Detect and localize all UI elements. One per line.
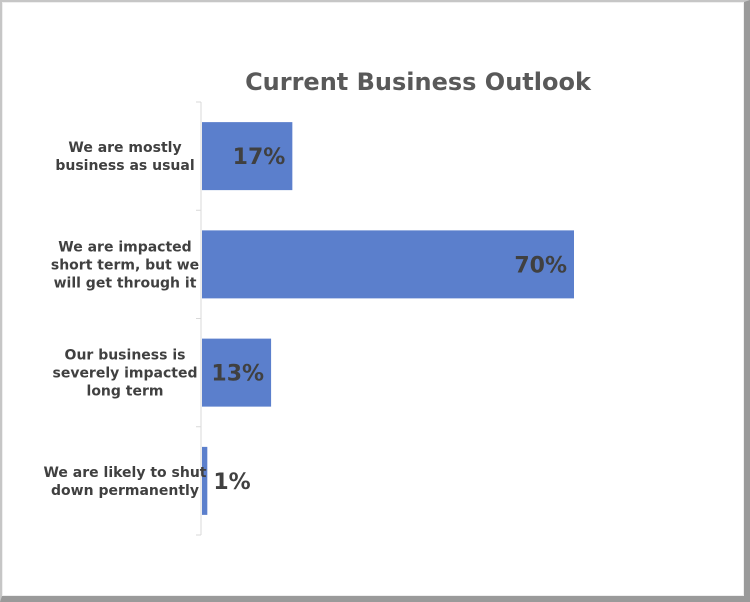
data-label: 70% [514, 253, 567, 278]
chart-title: Current Business Outlook [245, 68, 591, 96]
data-label: 1% [213, 470, 250, 495]
category-label: severely impacted [52, 366, 197, 382]
category-label: We are likely to shut [43, 465, 206, 481]
bar [202, 446, 208, 515]
category-label: business as usual [55, 158, 194, 174]
data-label: 17% [233, 145, 286, 170]
category-label: long term [87, 384, 164, 400]
data-label: 13% [211, 362, 264, 387]
bar-chart: 17% We are mostly business as usual 70% We a… [43, 101, 574, 536]
category-label: We are mostly [68, 140, 181, 156]
category-label: Our business is [65, 348, 186, 364]
bar [202, 230, 574, 299]
category-label: short term, but we [51, 257, 199, 273]
category-label: will get through it [54, 275, 197, 291]
bar [202, 122, 293, 191]
bar [202, 338, 272, 407]
category-label: down permanently [51, 483, 199, 499]
category-label: We are impacted [58, 239, 191, 255]
